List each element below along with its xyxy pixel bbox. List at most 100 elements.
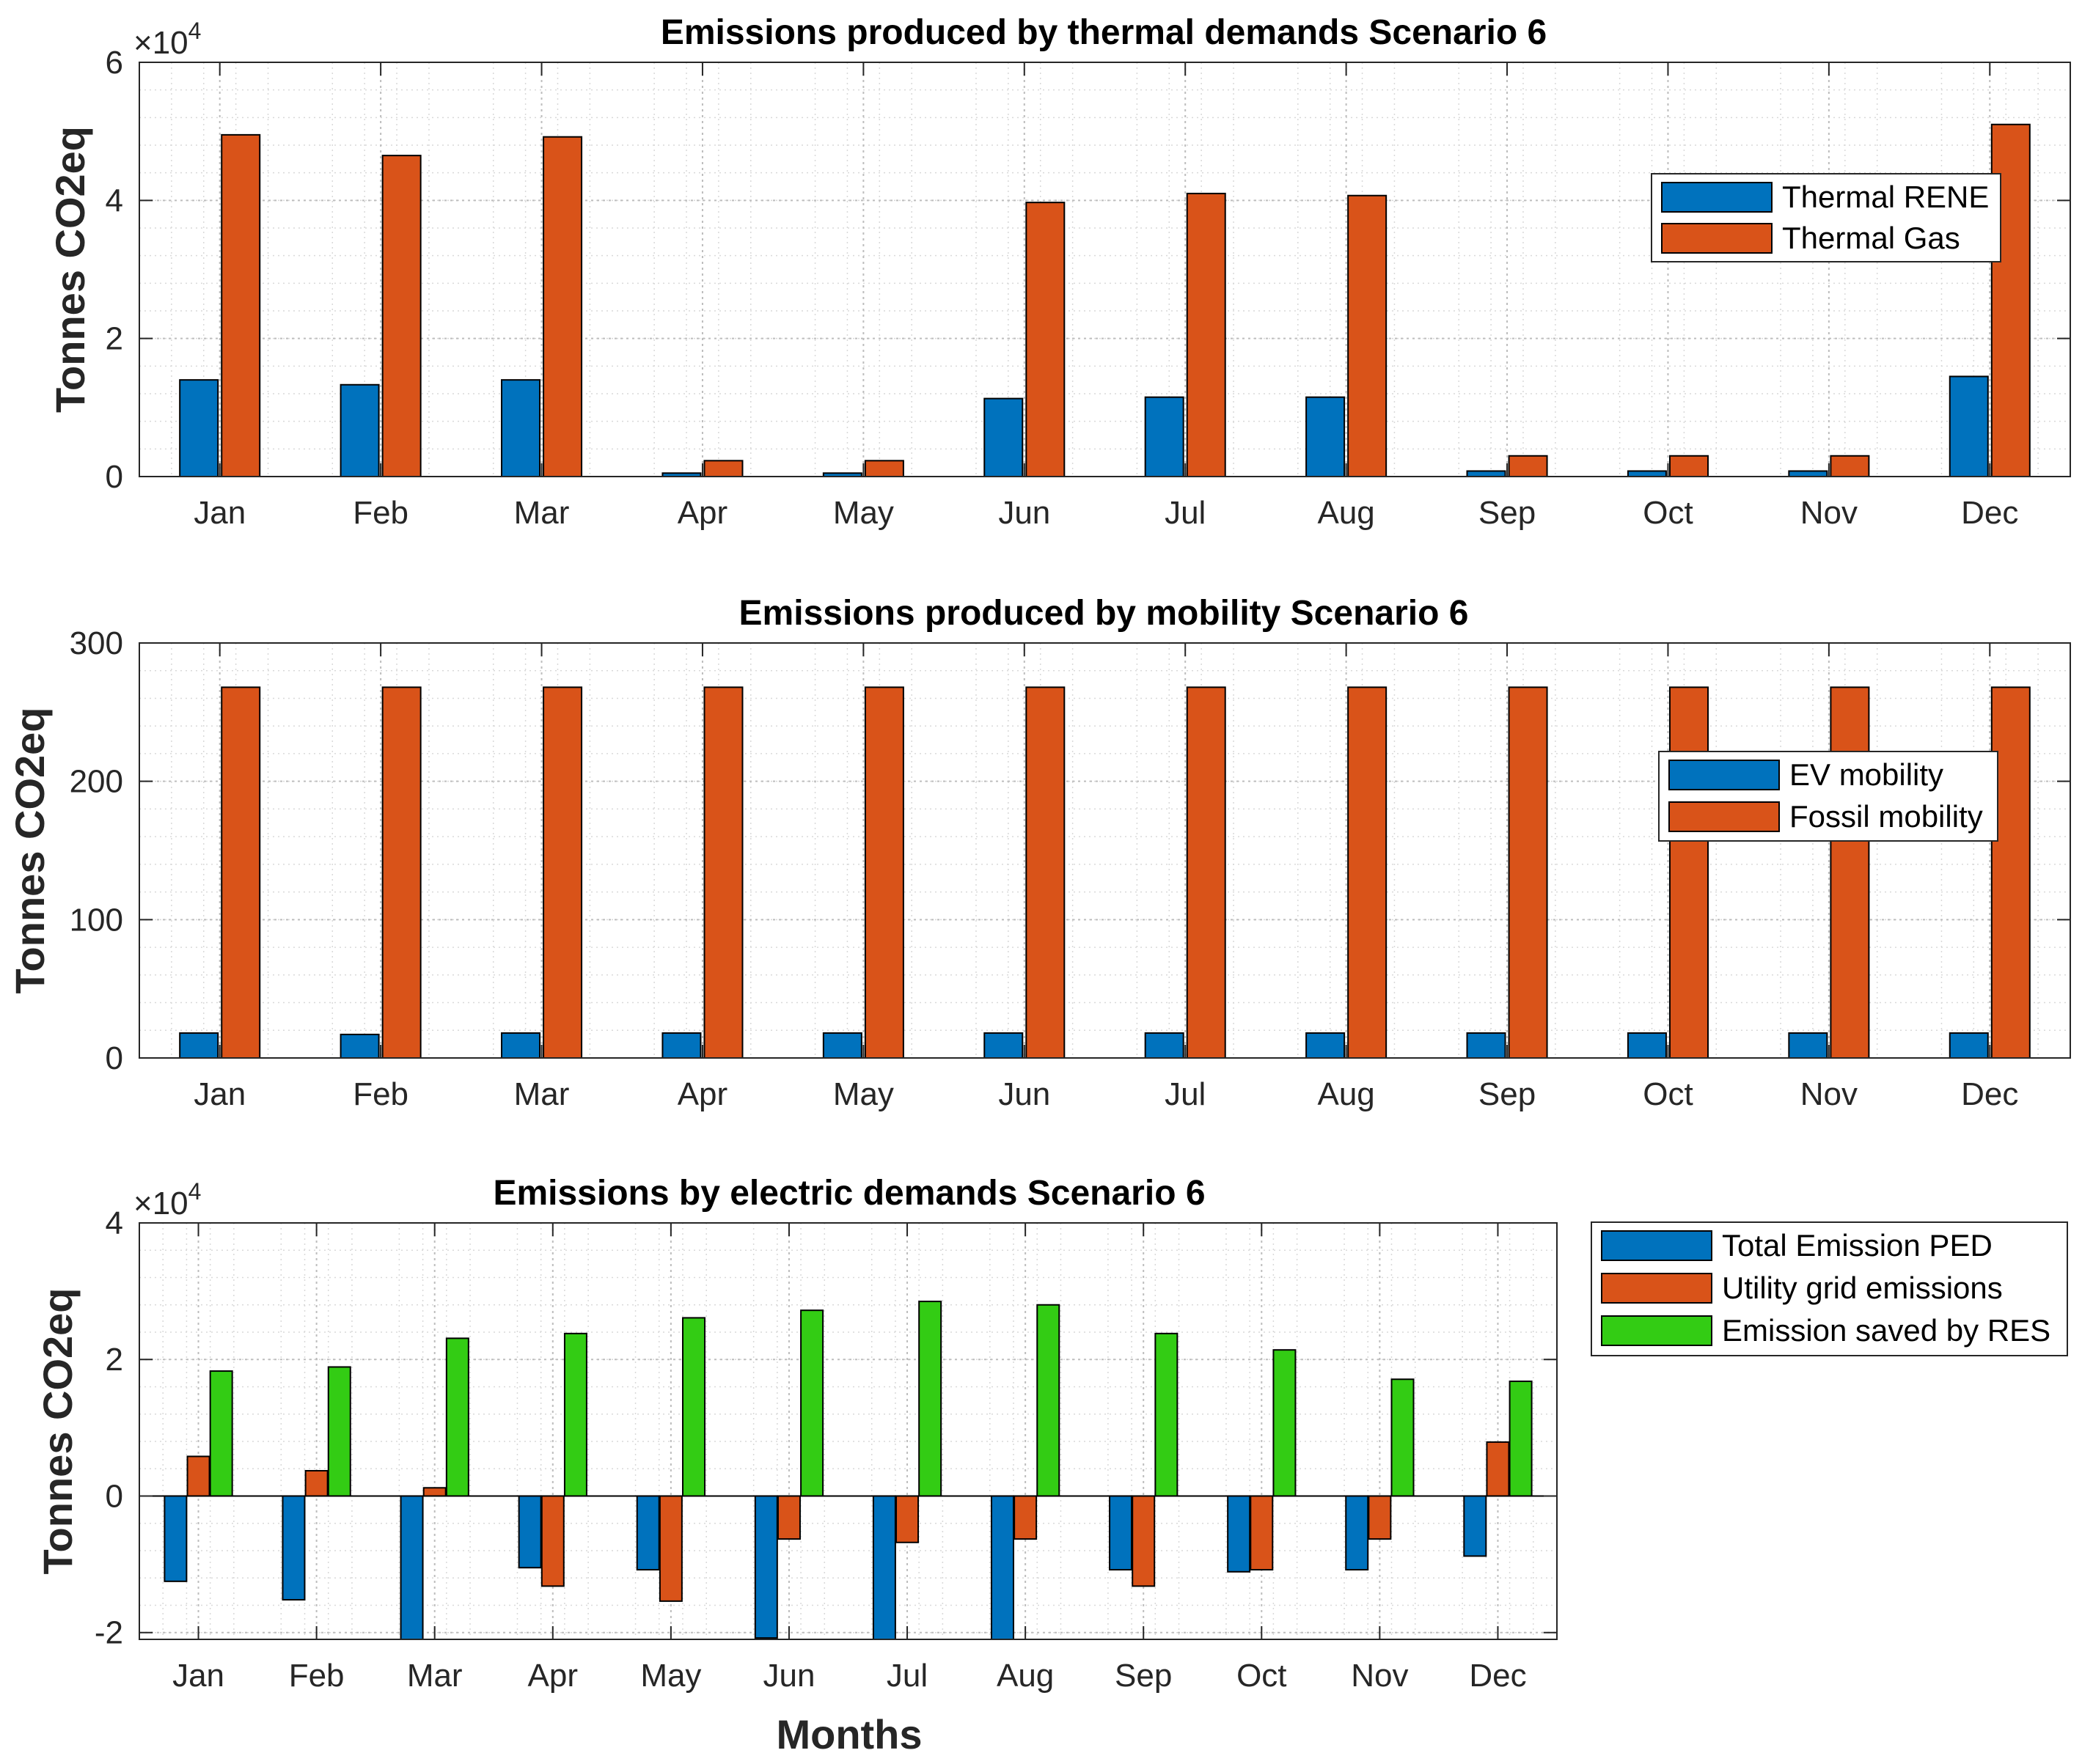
bar-fossil-mobility-feb (381, 686, 422, 1058)
legend-swatch (1601, 1315, 1712, 1346)
bar-utility-grid-emissions-apr (540, 1495, 565, 1587)
x-tick-label: May (640, 1658, 701, 1694)
bar-utility-grid-emissions-feb (304, 1470, 329, 1497)
legend-swatch (1668, 760, 1780, 790)
thermal-chart: Jan Feb Mar Apr May Jun Jul Aug Sep Oct Nov Dec 0 2 4 6… (47, 13, 2071, 531)
bars (164, 1301, 1533, 1639)
tick-marks (139, 62, 2070, 477)
bar-total-emission-ped-apr (518, 1495, 542, 1569)
bar-utility-grid-emissions-aug (1013, 1495, 1038, 1540)
x-tick-label: Aug (1317, 495, 1374, 531)
minor-grid (139, 642, 2070, 1059)
bar-utility-grid-emissions-jan (186, 1455, 210, 1497)
legend-label: Utility grid emissions (1722, 1271, 2003, 1305)
x-tick-label: Feb (353, 495, 408, 531)
bar-ev-mobility-jul (1144, 1032, 1184, 1058)
bar-fossil-mobility-sep (1508, 686, 1548, 1058)
bar-emission-saved-by-res-jan (209, 1370, 233, 1497)
y-tick-label: 6 (106, 45, 123, 81)
x-tick-label: Mar (514, 495, 570, 531)
legend-label: Emission saved by RES (1722, 1313, 2050, 1348)
bar-fossil-mobility-aug (1347, 686, 1388, 1058)
bar-thermal-rene-apr (661, 472, 702, 477)
legend-label: Thermal Gas (1782, 221, 1960, 255)
bar-thermal-rene-dec (1949, 375, 1989, 477)
x-tick-label: May (833, 1076, 894, 1112)
x-tick-label: Dec (1961, 495, 2018, 531)
bar-fossil-mobility-jun (1025, 686, 1066, 1058)
x-tick-label: Jan (172, 1658, 224, 1694)
x-tick-label: Oct (1643, 495, 1693, 531)
chart-title: Emissions by electric demands Scenario 6 (493, 1174, 1205, 1213)
bar-total-emission-ped-dec (1463, 1495, 1487, 1557)
bar-thermal-gas-nov (1830, 455, 1870, 477)
legend-swatch (1661, 223, 1773, 254)
plot-area (139, 62, 2070, 477)
bar-total-emission-ped-feb (282, 1495, 306, 1601)
x-tick-label: Jan (194, 495, 246, 531)
x-tick-label: Jun (998, 1076, 1050, 1112)
bar-thermal-gas-mar (543, 136, 583, 477)
y-tick-label: -2 (95, 1615, 123, 1651)
bar-ev-mobility-nov (1788, 1032, 1828, 1058)
bar-fossil-mobility-mar (543, 686, 583, 1058)
y-tick-label: 4 (106, 183, 123, 218)
x-tick-label: Jun (998, 495, 1050, 531)
legend: Total Emission PED Utility grid emissions… (1591, 1221, 2068, 1356)
x-tick-label: Jan (194, 1076, 246, 1112)
legend-label: Thermal RENE (1782, 180, 1989, 214)
bar-total-emission-ped-aug (990, 1495, 1014, 1639)
bar-fossil-mobility-apr (703, 686, 744, 1058)
x-tick-label: Apr (528, 1658, 578, 1694)
bar-thermal-gas-apr (703, 460, 744, 477)
bar-utility-grid-emissions-sep (1132, 1495, 1156, 1587)
legend-swatch (1601, 1273, 1712, 1304)
bar-total-emission-ped-nov (1345, 1495, 1369, 1571)
tick-marks (139, 1222, 1557, 1639)
x-tick-label: Feb (353, 1076, 408, 1112)
bar-fossil-mobility-dec (1990, 686, 2031, 1058)
y-tick-label: 4 (106, 1205, 123, 1241)
bar-total-emission-ped-may (636, 1495, 660, 1571)
y-axis-label: Tonnes CO2eq (7, 707, 53, 993)
bar-thermal-rene-feb (340, 383, 380, 477)
plot-area (139, 643, 2070, 1058)
bar-thermal-rene-sep (1466, 470, 1506, 477)
legend-label: Fossil mobility (1789, 799, 1983, 834)
bar-fossil-mobility-jul (1186, 686, 1226, 1058)
bar-thermal-rene-may (822, 472, 862, 477)
bar-fossil-mobility-nov (1830, 686, 1870, 1058)
bar-thermal-gas-jul (1186, 192, 1226, 477)
bar-thermal-gas-jan (221, 133, 261, 477)
y-tick-label: 2 (106, 1342, 123, 1378)
x-tick-label: Feb (289, 1658, 345, 1694)
x-tick-label: Dec (1469, 1658, 1526, 1694)
axis-multiplier: ×104 (133, 1178, 201, 1221)
x-tick-label: Oct (1236, 1658, 1286, 1694)
bar-thermal-rene-jun (983, 397, 1024, 477)
legend-label: Total Emission PED (1722, 1228, 1993, 1263)
bar-utility-grid-emissions-jul (895, 1495, 920, 1543)
bar-emission-saved-by-res-jun (800, 1309, 824, 1497)
bar-emission-saved-by-res-dec (1509, 1381, 1533, 1497)
y-axis-label: Tonnes CO2eq (47, 126, 93, 413)
x-tick-label: Nov (1351, 1658, 1408, 1694)
bar-ev-mobility-may (822, 1032, 862, 1058)
legend: Thermal RENE Thermal Gas (1651, 173, 2001, 262)
bar-thermal-rene-mar (501, 379, 541, 477)
x-tick-label: Nov (1800, 495, 1858, 531)
y-tick-label: 0 (106, 1040, 123, 1076)
bar-ev-mobility-sep (1466, 1032, 1506, 1058)
bar-utility-grid-emissions-may (659, 1495, 683, 1602)
x-tick-label: Sep (1478, 1076, 1536, 1112)
bar-emission-saved-by-res-sep (1154, 1332, 1179, 1497)
bar-utility-grid-emissions-oct (1250, 1495, 1274, 1571)
y-tick-label: 300 (70, 625, 123, 661)
bar-ev-mobility-jun (983, 1032, 1024, 1058)
bar-thermal-rene-aug (1305, 396, 1346, 477)
bar-emission-saved-by-res-may (682, 1317, 706, 1497)
bar-ev-mobility-oct (1627, 1032, 1667, 1058)
x-tick-label: Aug (997, 1658, 1054, 1694)
bar-total-emission-ped-sep (1109, 1495, 1133, 1571)
